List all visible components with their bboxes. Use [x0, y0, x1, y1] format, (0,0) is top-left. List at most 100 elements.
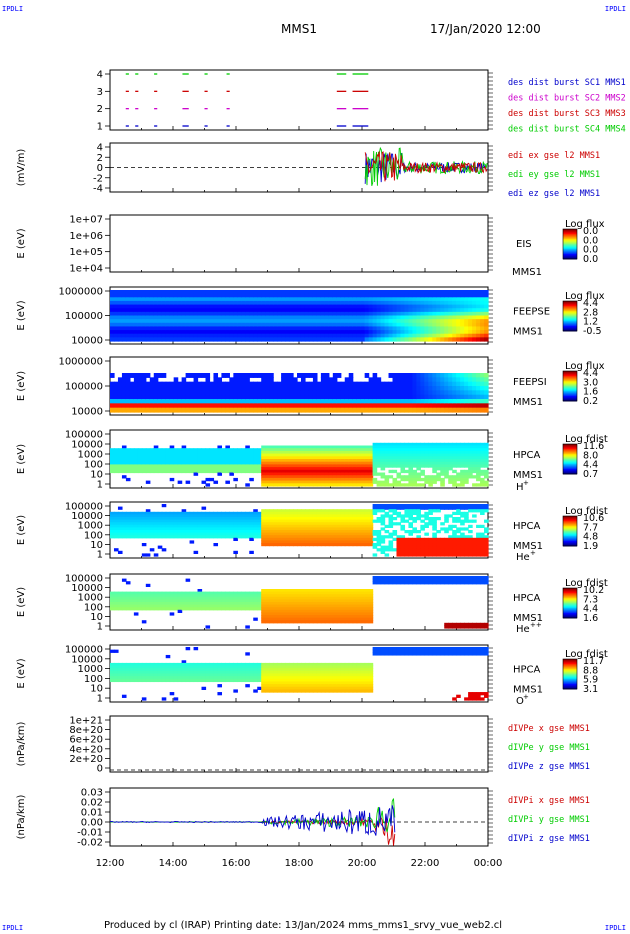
spectrogram-cell — [261, 475, 266, 479]
spectrogram-cell — [392, 459, 398, 463]
spectrogram-cell — [209, 461, 215, 465]
spectrogram-cell — [484, 390, 489, 396]
spectrogram-cell — [348, 477, 354, 482]
spectrogram-cell — [472, 290, 477, 295]
spectrogram-cell — [261, 390, 266, 396]
spectrogram-cell — [169, 522, 175, 526]
spectrogram-cell — [352, 530, 358, 534]
spectrogram-cell — [316, 300, 322, 306]
spectrogram-cell — [273, 532, 278, 536]
spectrogram-cell — [273, 483, 278, 487]
spectrogram-cell — [332, 527, 338, 531]
spectrogram-cell — [424, 322, 429, 328]
spectrogram-cell — [201, 467, 207, 471]
spectrogram-cell — [153, 377, 159, 383]
spectrogram-cell — [249, 517, 254, 521]
spectrogram-cell — [316, 326, 322, 331]
spectrogram-cell — [432, 394, 437, 400]
y-tick-label: 10 — [90, 540, 103, 551]
spectrogram-cell — [324, 461, 330, 465]
colorbar-step — [563, 317, 577, 319]
spectrogram-cell — [480, 381, 485, 387]
spectrogram-cell — [241, 381, 246, 387]
spectrogram-cell — [273, 311, 278, 317]
spectrogram-cell — [209, 464, 215, 468]
spectrogram-cell — [169, 450, 175, 455]
spectrogram-cell — [129, 448, 135, 452]
colorbar-step — [563, 452, 577, 455]
spectrogram-cell — [364, 381, 370, 387]
spectrogram-cell — [424, 290, 429, 295]
spectrogram-cell — [193, 407, 199, 413]
spectrogram-cell — [297, 326, 302, 331]
spectrogram-cell — [245, 453, 250, 457]
spectrogram-cell — [468, 467, 473, 471]
spectrogram-cell — [364, 530, 370, 534]
spectrogram-cell — [253, 394, 258, 400]
spectrogram-cell — [197, 527, 203, 531]
spectrogram-cell — [229, 394, 234, 400]
spectrogram-cell — [153, 464, 159, 468]
spectrogram-cell — [225, 403, 230, 409]
spectrogram-cell — [320, 377, 326, 383]
spectrogram-cell — [225, 461, 230, 465]
spectrogram-cell — [328, 319, 334, 324]
spectrogram-cell — [352, 522, 358, 526]
spectrogram-cell — [173, 450, 179, 455]
spectrogram-cell — [348, 450, 354, 455]
spectrogram-cell — [340, 333, 346, 338]
spectrogram-cell — [145, 519, 151, 523]
spectrogram-cell — [400, 548, 406, 552]
spectrogram-cell — [141, 450, 147, 455]
spectrogram-cell — [456, 403, 461, 409]
colorbar-step — [563, 455, 577, 457]
spectrogram-cell — [205, 322, 211, 328]
y-tick-label: 10000 — [71, 511, 103, 522]
spectrogram-cell — [476, 333, 481, 338]
spectrogram-cell — [340, 337, 346, 342]
spectrogram-cell — [372, 311, 378, 317]
spectrogram-cell — [289, 322, 294, 328]
spectrogram-cell — [480, 399, 485, 404]
spectrogram-cell — [261, 381, 266, 387]
spectrogram-cell — [328, 290, 334, 295]
spectrogram-cell — [249, 390, 254, 396]
spectrogram-cell — [145, 319, 151, 324]
spectrogram-cell — [285, 537, 290, 541]
spectrogram-cell — [360, 535, 366, 539]
spectrogram-cell — [400, 550, 406, 554]
spectrogram-cell — [285, 456, 290, 460]
spectrogram-cell — [225, 394, 230, 400]
spectrogram-cell — [245, 377, 250, 383]
spectrogram-cell — [233, 300, 238, 306]
spectrogram-cell — [129, 290, 135, 295]
spectrogram-cell — [197, 390, 203, 396]
spectrogram-cell — [408, 467, 413, 471]
spectrogram-cell — [340, 509, 346, 513]
spectrogram-cell — [368, 543, 374, 547]
spectrogram-cell — [181, 386, 187, 391]
spectrogram-cell — [125, 469, 131, 474]
spectrogram-cell — [380, 311, 386, 317]
colorbar-step — [563, 231, 577, 234]
spectrogram-cell — [480, 548, 485, 552]
spectrogram-cell — [460, 403, 465, 409]
spectrogram-cell — [161, 394, 167, 400]
spectrogram-cell — [408, 469, 413, 474]
spectrogram-cell — [484, 548, 489, 552]
spectrogram-cell — [165, 337, 171, 342]
spectrogram-cell — [233, 311, 238, 317]
spectrogram-cell — [297, 514, 302, 518]
spectrogram-cell — [400, 469, 406, 474]
spectrogram-cell — [464, 480, 469, 484]
spectrogram-cell — [388, 464, 394, 468]
spectrogram-cell — [324, 535, 330, 539]
spectrogram-cell — [444, 297, 449, 302]
colorbar-step — [563, 523, 577, 526]
spectrogram-cell — [165, 530, 171, 534]
spectrogram-cell — [400, 527, 406, 531]
spectrogram-cell — [165, 461, 171, 465]
spectrogram-cell — [372, 553, 378, 557]
spectrogram-cell — [193, 330, 199, 335]
spectrogram-cell — [412, 456, 417, 460]
